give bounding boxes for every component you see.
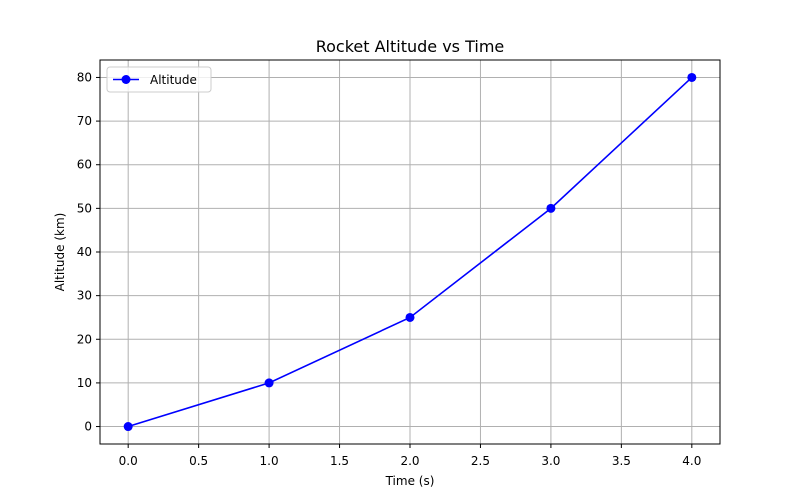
legend-entry-label: Altitude <box>150 73 197 87</box>
y-tick-label: 80 <box>77 70 92 84</box>
x-tick-label: 1.0 <box>260 454 279 468</box>
data-point <box>687 72 697 82</box>
data-point <box>123 422 133 432</box>
y-tick-label: 60 <box>77 158 92 172</box>
data-point <box>264 378 274 388</box>
y-tick-label: 70 <box>77 114 92 128</box>
legend-marker-swatch <box>121 75 131 84</box>
y-tick-label: 30 <box>77 289 92 303</box>
legend: Altitude <box>106 66 212 93</box>
x-axis-ticks: 0.0 0.5 1.0 1.5 2.0 2.5 3.0 3.5 4.0 <box>119 444 701 468</box>
y-tick-label: 10 <box>77 376 92 390</box>
x-tick-label: 3.0 <box>541 454 560 468</box>
data-point <box>405 312 415 322</box>
x-tick-label: 1.5 <box>330 454 349 468</box>
y-tick-label: 0 <box>84 420 92 434</box>
x-tick-label: 2.5 <box>471 454 490 468</box>
x-tick-label: 2.0 <box>400 454 419 468</box>
x-tick-label: 0.0 <box>119 454 138 468</box>
grid <box>100 60 720 444</box>
x-axis-label: Time (s) <box>385 474 435 488</box>
y-tick-label: 50 <box>77 201 92 215</box>
x-tick-label: 0.5 <box>189 454 208 468</box>
series-layer <box>123 72 697 432</box>
y-axis-ticks: 0 10 20 30 40 50 60 70 80 <box>77 70 100 434</box>
y-axis-label: Altitude (km) <box>53 213 67 292</box>
y-tick-label: 20 <box>77 332 92 346</box>
data-point <box>546 203 556 213</box>
legend-box <box>106 66 212 93</box>
x-tick-label: 3.5 <box>612 454 631 468</box>
chart-title: Rocket Altitude vs Time <box>316 37 505 56</box>
x-tick-label: 4.0 <box>682 454 701 468</box>
y-tick-label: 40 <box>77 245 92 259</box>
